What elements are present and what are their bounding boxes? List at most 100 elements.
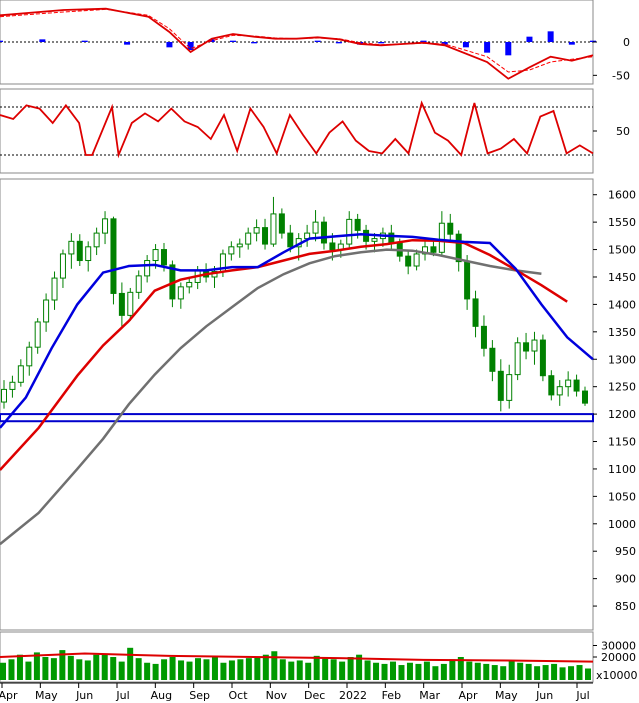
ma-blue-line bbox=[0, 232, 594, 429]
candle-body bbox=[497, 370, 504, 401]
volume-tick-label: 30000 bbox=[601, 640, 636, 653]
candle-body bbox=[160, 249, 167, 266]
month-tick-label: Apr bbox=[0, 689, 18, 702]
macd-histogram-bar bbox=[526, 36, 533, 42]
candle-body bbox=[85, 246, 92, 262]
volume-bar bbox=[8, 659, 15, 680]
volume-bar bbox=[313, 655, 320, 680]
volume-bar bbox=[559, 667, 566, 680]
price-tick-label: 1450 bbox=[608, 271, 636, 284]
rsi-panel bbox=[0, 100, 594, 159]
candle-body bbox=[346, 218, 353, 245]
month-tick-label: May bbox=[495, 689, 518, 702]
volume-bar bbox=[228, 660, 235, 680]
volume-bar bbox=[322, 658, 329, 680]
volume-bar bbox=[169, 657, 176, 680]
candle-body bbox=[531, 339, 538, 352]
volume-bar bbox=[381, 663, 388, 680]
volume-bar bbox=[144, 662, 151, 680]
macd-histogram-bar bbox=[441, 42, 448, 45]
candle-body bbox=[413, 253, 420, 267]
candle-body bbox=[539, 339, 546, 377]
candle-body bbox=[582, 390, 588, 404]
candle-body bbox=[9, 381, 16, 390]
candle-body bbox=[287, 232, 294, 248]
candle-body bbox=[68, 240, 75, 255]
candle-body bbox=[51, 277, 58, 301]
price-tick-label: 850 bbox=[615, 600, 636, 613]
month-tick-label: Jun bbox=[75, 689, 93, 702]
candle-body bbox=[43, 299, 50, 323]
volume-bar bbox=[195, 658, 201, 680]
candle-body bbox=[506, 374, 513, 401]
volume-bar bbox=[474, 662, 481, 680]
candle-body bbox=[320, 221, 327, 244]
macd-histogram-bar bbox=[547, 31, 554, 42]
volume-bar bbox=[118, 661, 125, 680]
price-tick-label: 900 bbox=[615, 573, 636, 586]
candle-body bbox=[447, 222, 454, 235]
price-panel-frame bbox=[0, 178, 594, 631]
candle-body bbox=[278, 213, 285, 234]
macd-histogram-bar bbox=[505, 42, 512, 56]
volume-bar bbox=[245, 658, 252, 680]
macd-histogram-bar bbox=[187, 42, 194, 50]
candle-body bbox=[489, 347, 496, 372]
price-tick-label: 1500 bbox=[608, 244, 636, 257]
price-tick-label: 1550 bbox=[608, 216, 636, 229]
macd-histogram-bar bbox=[378, 42, 385, 44]
month-tick-label: Nov bbox=[266, 689, 288, 702]
macd-histogram-bar bbox=[124, 42, 131, 45]
candle-body bbox=[110, 218, 117, 294]
candle-body bbox=[430, 246, 437, 253]
candle-body bbox=[329, 242, 336, 251]
macd-histogram-bar bbox=[251, 42, 258, 44]
volume-bar bbox=[101, 653, 108, 680]
price-tick-label: 1600 bbox=[608, 189, 636, 202]
volume-panel bbox=[0, 647, 594, 680]
volume-bar bbox=[356, 654, 363, 680]
volume-bar bbox=[237, 659, 244, 680]
rsi-line bbox=[0, 100, 594, 159]
volume-bar bbox=[347, 657, 354, 680]
candle-body bbox=[118, 292, 125, 316]
volume-bar bbox=[500, 666, 507, 680]
candle-body bbox=[270, 213, 277, 245]
volume-bar bbox=[508, 660, 515, 680]
candle-body bbox=[354, 218, 361, 231]
month-tick-label: Jul bbox=[575, 689, 589, 702]
macd-histogram-bar bbox=[420, 40, 427, 42]
macd-tick-label: -50 bbox=[612, 69, 630, 82]
candle-body bbox=[177, 286, 184, 300]
candle-body bbox=[464, 261, 471, 300]
volume-bar bbox=[339, 661, 346, 680]
volume-bar bbox=[76, 659, 83, 680]
candle-body bbox=[135, 275, 142, 293]
candle-body bbox=[556, 386, 563, 396]
volume-bar bbox=[110, 657, 117, 680]
volume-bar bbox=[93, 654, 100, 680]
volume-bar bbox=[220, 662, 227, 680]
candle-body bbox=[144, 260, 151, 277]
candle-body bbox=[253, 227, 260, 234]
price-tick-label: 1000 bbox=[608, 518, 636, 531]
price-tick-label: 1200 bbox=[608, 408, 636, 421]
macd-histogram-bar bbox=[229, 40, 236, 42]
candle-body bbox=[93, 232, 100, 248]
support-band bbox=[0, 413, 594, 423]
volume-bar bbox=[551, 663, 558, 680]
ma-red-line bbox=[0, 238, 568, 471]
macd-histogram-bar bbox=[39, 39, 46, 42]
candle-body bbox=[548, 375, 555, 396]
volume-bar bbox=[135, 658, 142, 680]
candle-body bbox=[262, 227, 269, 245]
volume-bar bbox=[84, 660, 91, 680]
volume-bar bbox=[491, 665, 498, 680]
candle-body bbox=[76, 240, 83, 262]
month-tick-label: Dec bbox=[304, 689, 325, 702]
macd-histogram-bar bbox=[590, 40, 596, 42]
volume-bar bbox=[373, 662, 380, 680]
volume-bar bbox=[178, 660, 185, 680]
candle-body bbox=[228, 246, 235, 255]
